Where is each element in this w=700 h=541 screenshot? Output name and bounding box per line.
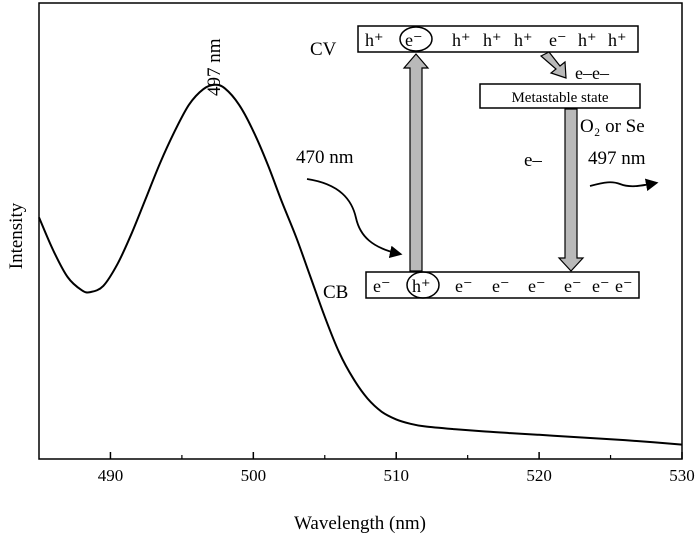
cv-h-4: h⁺ [514,30,533,50]
x-axis-ticks: 490 500 510 520 530 [98,452,695,485]
relaxation-arrow [539,51,567,79]
cv-h-2: h⁺ [452,30,471,50]
plot-frame [38,2,683,460]
e-minus-label: e– [524,150,542,171]
x-axis-label: Wavelength (nm) [294,513,426,534]
emission-curve-arrow [589,178,659,192]
x-tick-label: 500 [241,466,267,485]
series-line [38,83,683,446]
x-tick-label: 510 [383,466,409,485]
y-axis-label: Intensity [6,202,27,269]
x-tick-label: 530 [669,466,695,485]
cv-h-6: h⁺ [608,30,627,50]
cv-h-3: h⁺ [483,30,502,50]
cb-e-3: e⁻ [492,276,510,296]
x-tick-label: 520 [526,466,552,485]
excitation-arrow [402,53,430,272]
cv-electron-circle [399,26,433,52]
cv-h-5: h⁺ [578,30,597,50]
cv-e-2: e⁻ [549,30,567,50]
cb-e-2: e⁻ [455,276,473,296]
cv-e-1: e⁻ [405,30,423,50]
electrons-label: e–e– [575,63,610,83]
cb-e-1: e⁻ [373,276,391,296]
emission-arrow [557,108,585,272]
cb-e-4: e⁻ [528,276,546,296]
x-tick-label: 490 [98,466,124,485]
metastable-box [479,83,641,109]
cv-h-1: h⁺ [365,30,384,50]
o2-se-label: O₂ or Se [580,116,645,137]
cb-hole-circle [406,271,440,299]
cb-e-5: e⁻ [564,276,582,296]
peak-label: 497 nm [204,38,225,96]
cv-label: CV [310,39,337,60]
band-diagram: CV h⁺ e⁻ h⁺ h⁺ h⁺ e⁻ h⁺ h⁺ CB e⁻ h⁺ e⁻ e… [296,25,659,303]
cb-label: CB [323,282,348,303]
excitation-label: 470 nm [296,147,354,168]
cb-e-6: e⁻ [592,276,610,296]
excitation-curve-arrow [306,178,403,259]
cb-e-7: e⁻ [615,276,633,296]
cb-h-1: h⁺ [412,276,431,296]
emission-label: 497 nm [588,148,646,169]
metastable-label: Metastable state [511,90,608,106]
